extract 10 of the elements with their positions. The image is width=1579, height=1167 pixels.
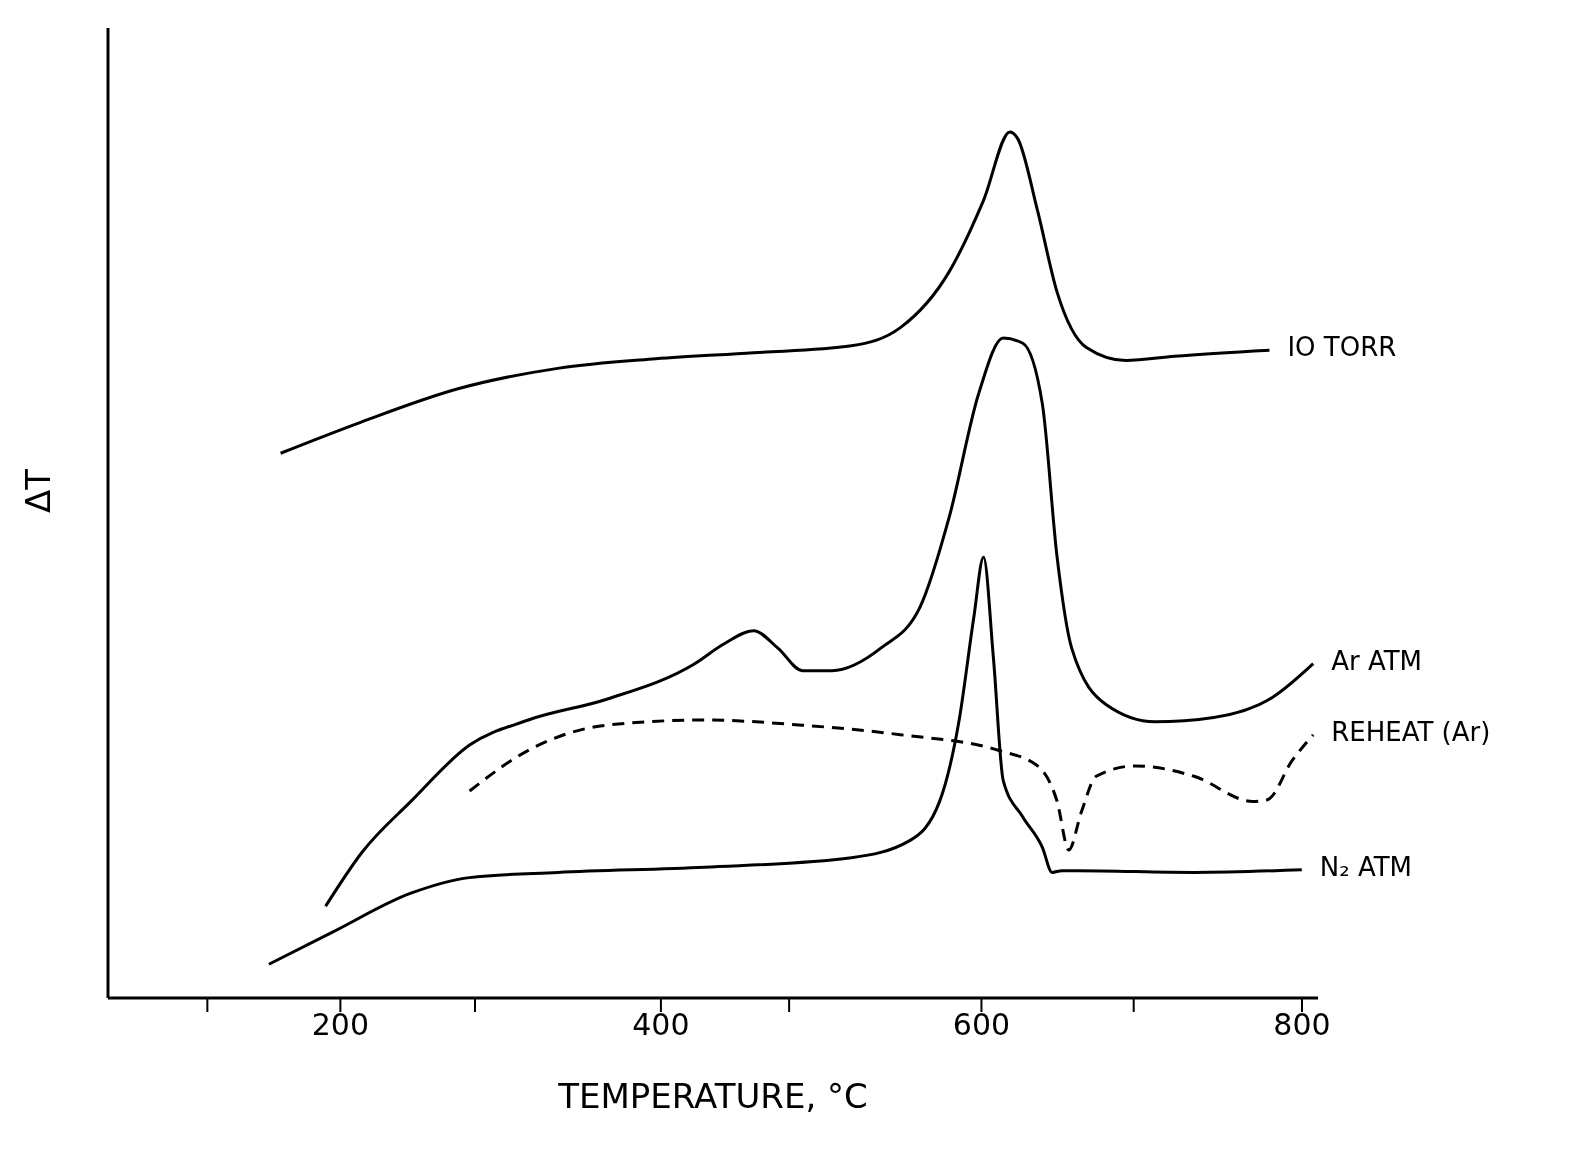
series-label: IO TORR <box>1287 332 1397 363</box>
series-label: REHEAT (Ar) <box>1331 716 1491 747</box>
x-tick-label: 600 <box>952 1007 1011 1043</box>
x-tick-label: 400 <box>632 1007 690 1043</box>
x-axis-title: TEMPERATURE, °C <box>557 1076 868 1116</box>
series-label: N₂ ATM <box>1319 851 1413 882</box>
series-label: Ar ATM <box>1331 645 1423 676</box>
y-axis-title: ΔT <box>18 468 59 513</box>
x-tick-label: 800 <box>1273 1007 1331 1043</box>
x-tick-label: 200 <box>311 1007 370 1043</box>
